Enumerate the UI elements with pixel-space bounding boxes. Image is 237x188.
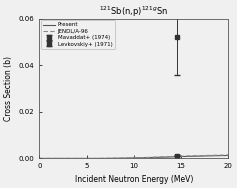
Present	[227, 154, 230, 157]
JENDL/A-96	[132, 157, 135, 159]
JENDL/A-96	[104, 157, 107, 159]
Present	[66, 157, 69, 160]
JENDL/A-96	[142, 156, 145, 159]
JENDL/A-96	[57, 157, 60, 160]
JENDL/A-96	[170, 155, 173, 158]
Present	[85, 157, 88, 160]
Present	[208, 155, 211, 157]
Present	[104, 157, 107, 159]
Present	[132, 157, 135, 159]
Present	[189, 155, 192, 157]
Present	[57, 157, 60, 160]
Line: JENDL/A-96: JENDL/A-96	[39, 155, 228, 158]
Y-axis label: Cross Section (b): Cross Section (b)	[4, 56, 13, 121]
JENDL/A-96	[66, 157, 69, 160]
JENDL/A-96	[218, 154, 220, 156]
Legend: Present, JENDL/A-96, Mavaddat+ (1974), Levkovskiy+ (1971): Present, JENDL/A-96, Mavaddat+ (1974), L…	[41, 20, 115, 49]
JENDL/A-96	[227, 154, 230, 156]
JENDL/A-96	[208, 154, 211, 157]
JENDL/A-96	[76, 157, 79, 160]
JENDL/A-96	[180, 155, 182, 157]
JENDL/A-96	[189, 155, 192, 157]
JENDL/A-96	[123, 157, 126, 159]
JENDL/A-96	[199, 155, 201, 157]
X-axis label: Incident Neutron Energy (MeV): Incident Neutron Energy (MeV)	[75, 175, 193, 184]
Present	[76, 157, 79, 160]
JENDL/A-96	[47, 157, 50, 160]
JENDL/A-96	[161, 156, 164, 158]
Present	[123, 157, 126, 159]
Present	[47, 157, 50, 160]
Present	[95, 157, 97, 160]
Present	[151, 156, 154, 159]
Present	[38, 157, 41, 160]
Present	[114, 157, 116, 159]
Present	[170, 156, 173, 158]
JENDL/A-96	[38, 157, 41, 160]
Present	[142, 157, 145, 159]
JENDL/A-96	[95, 157, 97, 160]
Present	[161, 156, 164, 158]
Title: $^{121}$Sb(n,p)$^{121g}$Sn: $^{121}$Sb(n,p)$^{121g}$Sn	[99, 4, 169, 19]
Line: Present: Present	[39, 155, 228, 158]
JENDL/A-96	[85, 157, 88, 160]
Present	[199, 155, 201, 157]
Present	[180, 155, 182, 158]
Present	[218, 155, 220, 157]
JENDL/A-96	[114, 157, 116, 159]
JENDL/A-96	[151, 156, 154, 158]
